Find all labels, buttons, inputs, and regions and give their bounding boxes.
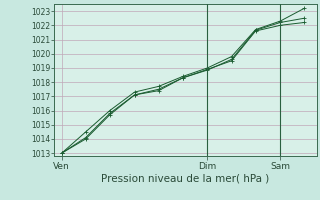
X-axis label: Pression niveau de la mer( hPa ): Pression niveau de la mer( hPa ) bbox=[101, 173, 270, 183]
